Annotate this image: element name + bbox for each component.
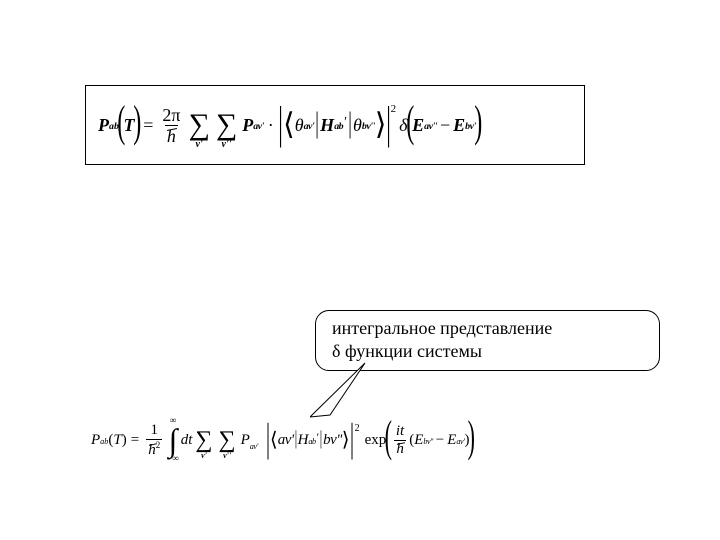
- langle-icon: ⟨: [270, 427, 278, 452]
- f2-me-op: H: [298, 432, 309, 449]
- hbar-icon: h: [167, 127, 176, 145]
- abs-bar-icon: |: [350, 418, 354, 458]
- f2-me-left: av': [278, 432, 294, 449]
- sigma-icon: ∑: [219, 428, 236, 452]
- mid-bar-icon: |: [348, 106, 352, 140]
- langle-icon: ⟨: [283, 107, 295, 142]
- f2-lhs-arg: T: [113, 432, 121, 449]
- callout-line2-rest: функции системы: [340, 341, 481, 361]
- hbar-icon: h: [148, 443, 156, 458]
- cdot-icon: ·: [268, 115, 274, 136]
- equals-sign: =: [131, 432, 139, 449]
- f2-int-var: dt: [181, 432, 193, 449]
- f1-me-right-sub: bv'': [362, 121, 375, 132]
- f1-sum1-limit: v': [196, 140, 203, 150]
- callout-line2: δ функции системы: [332, 340, 643, 363]
- formula-2-region: P ab ( T ) = 1 h2 ∞ ∫ −∞ dt ∑ v': [85, 405, 670, 475]
- sigma-icon: ∑: [188, 110, 209, 140]
- f1-weight-sub: av': [253, 121, 264, 132]
- f1-sum2-limit: v'': [222, 140, 232, 150]
- close-paren-icon: ): [474, 100, 482, 144]
- f2-sum-1: ∑ v': [195, 418, 212, 462]
- close-paren-icon: ): [468, 415, 475, 459]
- f2-sum1-limit: v': [201, 452, 207, 462]
- f1-me-left-theta: θ: [295, 115, 304, 136]
- f1-coeff-fraction: 2π h: [160, 105, 182, 146]
- f2-lhs-sub: ab: [100, 437, 108, 446]
- f1-sum-1: ∑ v': [188, 100, 209, 150]
- open-paren-icon: (: [385, 415, 392, 459]
- integral-icon: ∫: [169, 426, 178, 454]
- formula-2: P ab ( T ) = 1 h2 ∞ ∫ −∞ dt ∑ v': [91, 405, 474, 475]
- hbar-icon: h: [396, 442, 404, 457]
- formula-1: P ab ( T ) = 2π h ∑ v' ∑ v'' P: [98, 86, 480, 164]
- f1-sum-2: ∑ v'': [216, 100, 237, 150]
- callout-line1: интегральное представление: [332, 317, 643, 340]
- f2-sum-2: ∑ v'': [219, 418, 236, 462]
- rangle-icon: ⟩: [342, 427, 350, 452]
- f2-exp-E2: E: [447, 432, 456, 449]
- abs-bar-icon: |: [278, 100, 283, 146]
- equals-sign: =: [143, 115, 153, 136]
- f1-me-right-theta: θ: [353, 115, 362, 136]
- f1-me-op-sub: ab: [334, 121, 343, 132]
- f1-weight-P: P: [242, 115, 253, 136]
- minus-icon: −: [436, 432, 444, 449]
- f1-delta-E1-sub: av'': [424, 121, 437, 132]
- f2-exp-E1: E: [414, 432, 423, 449]
- f1-lhs-P: P: [98, 115, 109, 136]
- f2-me-right: bv'': [323, 432, 342, 449]
- delta-callout: интегральное представление δ функции сис…: [315, 310, 660, 371]
- f2-int-lower: −∞: [167, 454, 179, 464]
- open-paren-icon: (: [117, 100, 125, 144]
- f2-me-op-sub: ab: [308, 437, 315, 446]
- f2-lhs-P: P: [91, 432, 100, 449]
- f2-coeff-den: h2: [146, 439, 162, 459]
- close-paren-icon: ): [122, 432, 127, 449]
- mid-bar-icon: |: [315, 106, 319, 140]
- page: P ab ( T ) = 2π h ∑ v' ∑ v'' P: [0, 0, 720, 540]
- sigma-icon: ∑: [195, 428, 212, 452]
- f1-delta-E2: E: [453, 115, 465, 136]
- f2-sum2-limit: v'': [223, 452, 231, 462]
- f1-me-left-sub: av': [304, 121, 315, 132]
- f2-integral: ∞ ∫ −∞: [167, 416, 179, 464]
- f2-exp-den: h: [394, 440, 406, 458]
- f2-weight-sub: av': [250, 442, 258, 451]
- rangle-icon: ⟩: [375, 107, 387, 142]
- f2-exp-num: it: [394, 423, 406, 440]
- f2-coeff-num: 1: [148, 422, 160, 439]
- open-paren-icon: (: [406, 100, 414, 144]
- f2-exp-E2-sub: av': [456, 437, 464, 446]
- f1-me-squared: 2: [391, 103, 397, 115]
- mid-bar-icon: |: [294, 427, 296, 450]
- f2-exp-E1-sub: bv'': [423, 437, 432, 446]
- close-paren-icon: ): [133, 100, 141, 144]
- sigma-icon: ∑: [216, 110, 237, 140]
- f2-exp-fraction: it h: [394, 423, 406, 458]
- formula-1-box: P ab ( T ) = 2π h ∑ v' ∑ v'' P: [85, 85, 585, 165]
- f1-coeff-num: 2π: [160, 105, 182, 125]
- f2-exp-label: exp: [365, 432, 387, 449]
- mid-bar-icon: |: [320, 427, 322, 450]
- f2-coeff-fraction: 1 h2: [146, 422, 162, 459]
- f1-coeff-den: h: [165, 125, 178, 146]
- f2-coeff-den-sq: 2: [156, 440, 161, 450]
- minus-icon: −: [440, 115, 450, 136]
- f2-weight-P: P: [241, 432, 250, 449]
- f1-me-op: H: [320, 115, 334, 136]
- f2-me-squared: 2: [355, 423, 360, 434]
